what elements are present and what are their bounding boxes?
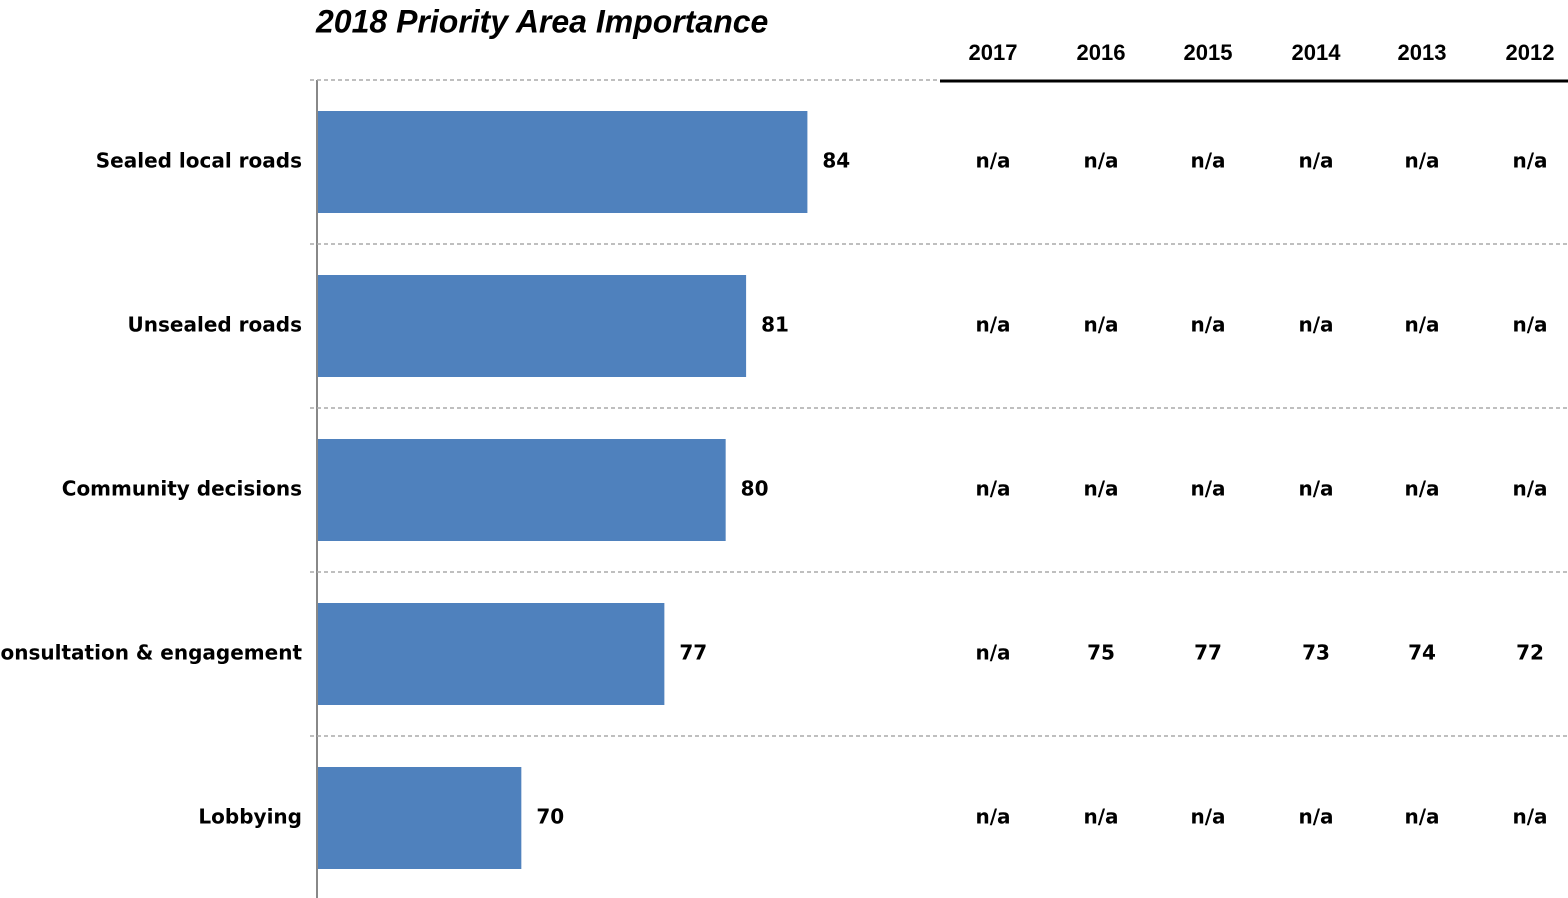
bar — [318, 275, 747, 377]
value-label: 81 — [761, 313, 789, 337]
table-cell: n/a — [1190, 313, 1225, 337]
table-cell: n/a — [1404, 805, 1439, 829]
table-cell: 74 — [1408, 641, 1436, 665]
table-cell: n/a — [1083, 149, 1118, 173]
table-cell: n/a — [975, 805, 1010, 829]
bar — [318, 767, 522, 869]
table-cell: n/a — [1512, 149, 1547, 173]
table-cell: n/a — [1404, 477, 1439, 501]
table-header: 2014 — [1292, 40, 1342, 65]
category-label: Lobbying — [198, 805, 302, 829]
table-cell: n/a — [1512, 477, 1547, 501]
category-label: Community decisions — [62, 477, 302, 501]
value-label: 80 — [741, 477, 769, 501]
table-cell: n/a — [1512, 805, 1547, 829]
table-cell: n/a — [1404, 313, 1439, 337]
table-cell: n/a — [1083, 313, 1118, 337]
table-cell: n/a — [975, 313, 1010, 337]
table-cell: n/a — [1512, 313, 1547, 337]
category-label: Unsealed roads — [128, 313, 302, 337]
table-cell: n/a — [1298, 477, 1333, 501]
table-cell: n/a — [1190, 477, 1225, 501]
table-cell: n/a — [1083, 477, 1118, 501]
table-header: 2016 — [1077, 40, 1126, 65]
table-header: 2015 — [1184, 40, 1233, 65]
bar — [318, 111, 808, 213]
table-cell: n/a — [1298, 149, 1333, 173]
table-cell: n/a — [1083, 805, 1118, 829]
table-cell: 72 — [1516, 641, 1544, 665]
table-cell: n/a — [975, 477, 1010, 501]
table-cell: n/a — [975, 641, 1010, 665]
bar — [318, 603, 665, 705]
chart-title: 2018 Priority Area Importance — [315, 3, 768, 39]
table-cell: n/a — [1190, 805, 1225, 829]
value-label: 77 — [679, 641, 707, 665]
table-cell: n/a — [1190, 149, 1225, 173]
table-cell: 77 — [1194, 641, 1222, 665]
table-cell: n/a — [1298, 313, 1333, 337]
category-label: Consultation & engagement — [0, 641, 302, 665]
value-label: 84 — [822, 149, 850, 173]
table-cell: n/a — [975, 149, 1010, 173]
table-cell: 75 — [1087, 641, 1115, 665]
table-header: 2017 — [969, 40, 1018, 65]
bar — [318, 439, 726, 541]
table-cell: n/a — [1404, 149, 1439, 173]
table-header: 2012 — [1506, 40, 1555, 65]
table-cell: n/a — [1298, 805, 1333, 829]
category-label: Sealed local roads — [96, 149, 302, 173]
table-header: 2013 — [1398, 40, 1447, 65]
value-label: 70 — [536, 805, 564, 829]
table-cell: 73 — [1302, 641, 1330, 665]
